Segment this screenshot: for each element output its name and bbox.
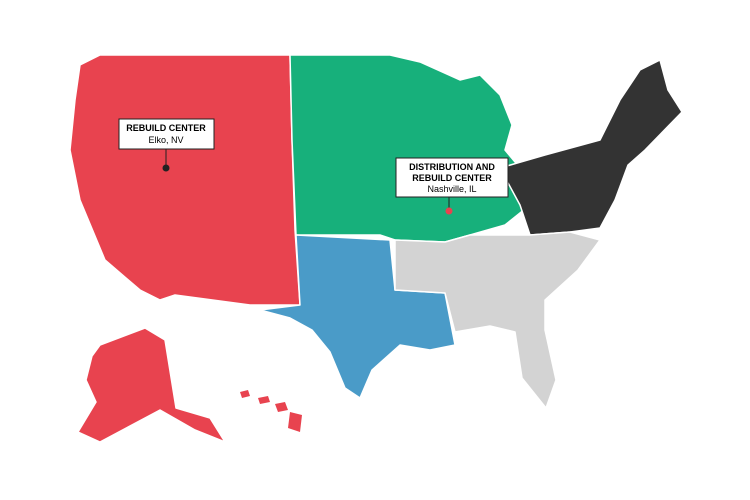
marker-title: REBUILD CENTER [126,123,206,133]
marker-nashville: DISTRIBUTION AND REBUILD CENTER Nashvill… [395,157,509,215]
label-box [395,157,509,198]
marker-elko: REBUILD CENTER Elko, NV [118,118,215,172]
marker-title: REBUILD CENTER [412,173,492,183]
marker-location: Nashville, IL [427,184,476,194]
marker-location: Elko, NV [148,135,183,145]
west-region [69,54,301,306]
marker-dot [445,207,453,215]
midwest-region [289,54,531,243]
marker-title: DISTRIBUTION AND [409,162,495,172]
hawaii [240,390,302,432]
label-box [118,118,215,150]
regions [69,54,683,443]
marker-dot [162,164,170,172]
alaska [77,327,226,443]
southeast-region [394,231,601,409]
northeast-region [499,59,683,236]
